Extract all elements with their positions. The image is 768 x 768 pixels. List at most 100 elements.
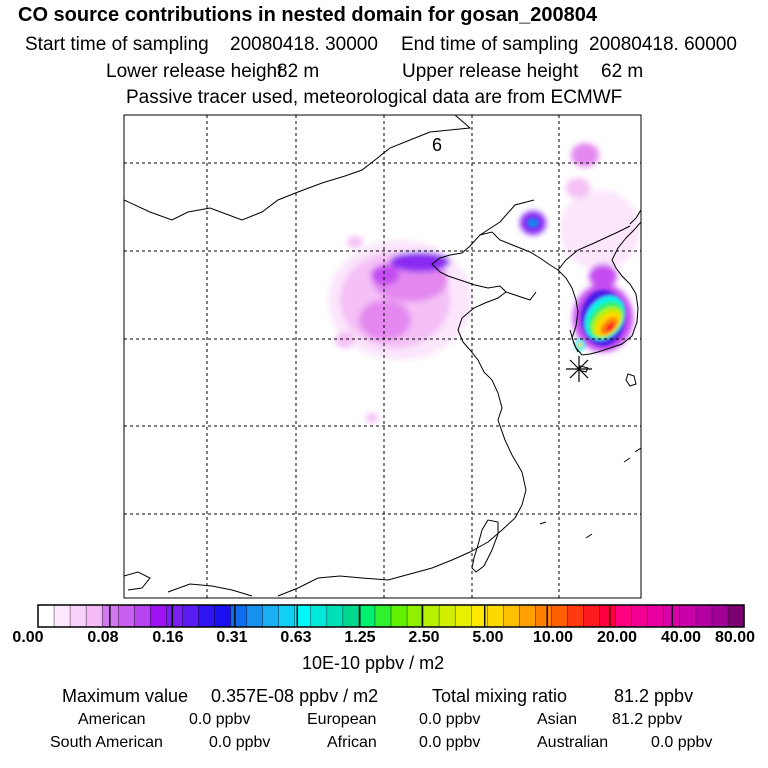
colorbar-tick-label: 0.16 [152, 629, 184, 646]
coastline-liaodong [479, 231, 559, 271]
lower-release-value: 82 m [277, 61, 320, 82]
colorbar-tick-label: 5.00 [472, 629, 504, 646]
island-ryukyu-2 [634, 447, 641, 453]
colorbar-cell [679, 605, 697, 627]
end-time-value: 20080418. 60000 [589, 34, 737, 55]
colorbar-cell [519, 605, 537, 627]
panel-label: 6 [432, 135, 442, 155]
coastline-shandong [505, 291, 537, 301]
plume-korea-north [589, 264, 617, 288]
colorbar-cell [471, 605, 488, 627]
plume-korea-max [605, 322, 615, 332]
colorbar-frame [37, 604, 745, 628]
colorbar-cell [695, 605, 713, 627]
colorbar-cell [246, 605, 264, 627]
european-label: European [307, 711, 377, 728]
african-value: 0.0 ppbv [419, 734, 481, 751]
colorbar-cell [567, 605, 585, 627]
colorbar-cell [278, 605, 296, 627]
colorbar-cell [262, 605, 280, 627]
max-value-label: Maximum value [62, 686, 189, 706]
colorbar-cell [86, 605, 103, 627]
colorbar-cell [134, 605, 151, 627]
african-label: African [327, 734, 377, 751]
colorbar-cell [54, 605, 71, 627]
plume-manchuria-spot-core [527, 218, 539, 228]
colorbar-tick-label: 0.31 [216, 629, 248, 646]
island-kyushu [625, 373, 637, 387]
border-china-korea [557, 225, 631, 271]
plume-korea-sw-yellow [578, 342, 582, 348]
colorbar-cell [214, 605, 232, 627]
colorbar-cell [599, 605, 617, 627]
colorbar-cell [535, 605, 553, 627]
coastline-south-china [167, 583, 253, 597]
plume-north-china-mid2 [359, 300, 411, 340]
end-time-label: End time of sampling [401, 34, 579, 55]
plume-manchuria-light [560, 190, 640, 270]
colorbar-cell [455, 605, 472, 627]
colorbar-cell [150, 605, 167, 627]
colorbar-cell [647, 605, 665, 627]
lower-release-label: Lower release height [106, 61, 283, 82]
american-value: 0.0 ppbv [189, 711, 251, 728]
colorbar-cell [583, 605, 601, 627]
asian-value: 81.2 ppbv [612, 711, 683, 728]
colorbar-cell [342, 605, 360, 627]
asian-label: Asian [537, 711, 578, 728]
colorbar-cell [198, 605, 216, 627]
colorbar-cell [487, 605, 504, 627]
colorbar-cell [631, 605, 649, 627]
coastline-hainan [124, 571, 151, 591]
colorbar-cell [374, 605, 392, 627]
colorbar-tick-label: 0.00 [12, 629, 44, 646]
colorbar-cell [70, 605, 87, 627]
colorbar-cell [615, 605, 633, 627]
total-mixing-label: Total mixing ratio [432, 686, 568, 706]
colorbar-major-ticks [109, 605, 673, 627]
colorbar-tick-label: 0.63 [280, 629, 312, 646]
plume-south-speck [366, 413, 378, 423]
page-title: CO source contributions in nested domain… [18, 4, 598, 26]
colorbar-cell [407, 605, 424, 627]
australian-label: Australian [537, 734, 609, 751]
colorbar-tick-label: 1.25 [344, 629, 376, 646]
coastline-korea-southwest [569, 329, 579, 353]
receptor-star-icon [566, 356, 592, 382]
plume-north-china-core2 [371, 265, 399, 285]
colorbar-cell [391, 605, 408, 627]
upper-release-label: Upper release height [402, 61, 579, 82]
colorbar-tick-label: 10.00 [532, 629, 574, 646]
island-ryukyu-3 [585, 533, 593, 539]
colorbar-cell [439, 605, 456, 627]
plume-north-speck [571, 143, 599, 167]
tracer-note: Passive tracer used, meteorological data… [126, 87, 623, 108]
colorbar-cell [358, 605, 376, 627]
plume-north-speck2 [566, 178, 590, 198]
coastline-japan [629, 209, 641, 225]
plume-sw-speck [335, 332, 355, 348]
colorbar-cell [38, 605, 55, 627]
colorbar-cell [182, 605, 200, 627]
colorbar-cell [326, 605, 344, 627]
upper-release-value: 62 m [601, 61, 644, 82]
colorbar-cell [503, 605, 520, 627]
australian-value: 0.0 ppbv [651, 734, 713, 751]
coastline-mainland [124, 115, 472, 221]
colorbar-cell [551, 605, 569, 627]
start-time-label: Start time of sampling [25, 34, 209, 55]
colorbar-cell [230, 605, 248, 627]
colorbar-units: 10E-10 ppbv / m2 [302, 653, 445, 673]
colorbar-cell [711, 605, 729, 627]
plume-korea-core [527, 218, 626, 351]
european-value: 0.0 ppbv [419, 711, 481, 728]
colorbar-tick-label: 40.00 [660, 629, 702, 646]
island-ryukyu-1 [623, 457, 631, 463]
colorbar-cell [294, 605, 312, 627]
colorbar-cell [118, 605, 135, 627]
coastlines [124, 115, 641, 597]
map-frame [123, 114, 642, 599]
plume-west-speck [347, 236, 363, 248]
